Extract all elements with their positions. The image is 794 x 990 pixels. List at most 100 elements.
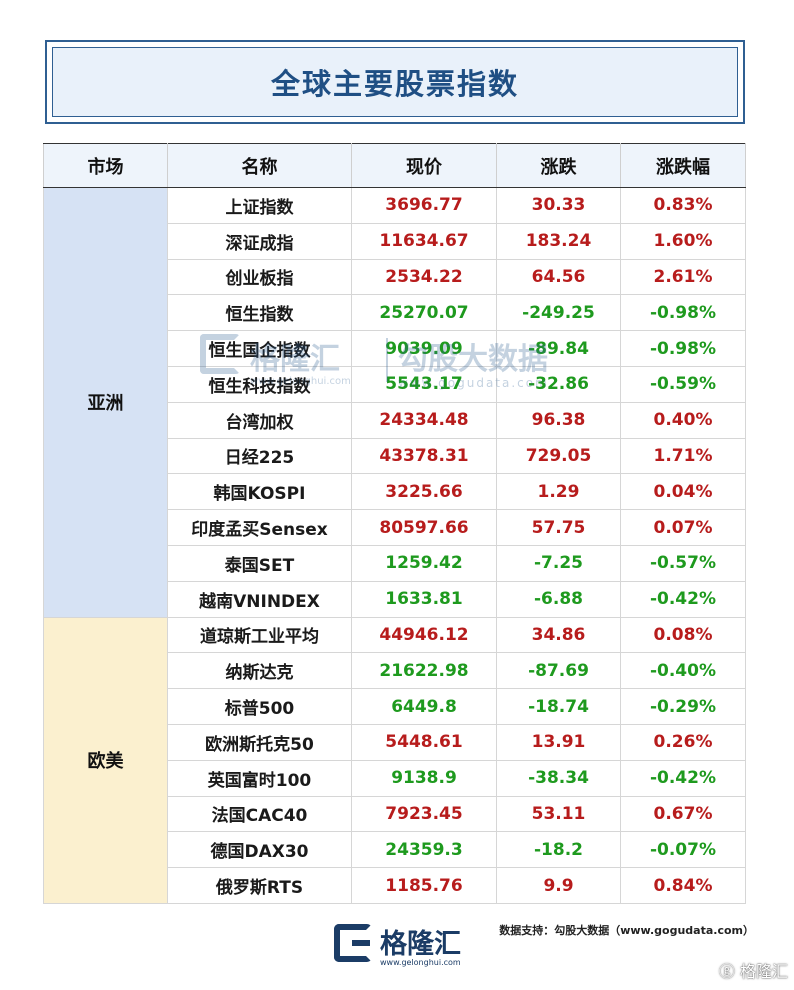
price-cell: 21622.98 xyxy=(351,652,497,690)
source-note: 数据支持：勾股大数据（www.gogudata.com） xyxy=(499,924,754,937)
index-name-cell: 德国DAX30 xyxy=(167,831,352,869)
index-name-cell: 俄罗斯RTS xyxy=(167,867,352,904)
table-row: 纳斯达克 21622.98 -87.69 -0.40% xyxy=(44,652,746,690)
index-name-cell: 日经225 xyxy=(167,437,352,475)
pct-cell: -0.57% xyxy=(620,544,746,582)
index-name-cell: 欧洲斯托克50 xyxy=(167,723,352,761)
pct-cell: 1.60% xyxy=(620,222,746,260)
header-price: 现价 xyxy=(351,143,497,188)
pct-cell: 0.26% xyxy=(620,723,746,761)
region-cell: 欧美 xyxy=(43,616,168,904)
table-row: 恒生国企指数 9039.09 -89.84 -0.98% xyxy=(44,330,746,367)
price-cell: 43378.31 xyxy=(351,437,497,475)
change-cell: 30.33 xyxy=(496,187,621,224)
change-cell: -32.86 xyxy=(496,365,621,403)
index-name-cell: 台湾加权 xyxy=(167,401,352,439)
change-cell: -249.25 xyxy=(496,294,621,332)
table-header-row: 市场 名称 现价 涨跌 涨跌幅 xyxy=(43,143,746,188)
title-frame: 全球主要股票指数 xyxy=(45,40,745,124)
index-name-cell: 恒生国企指数 xyxy=(167,330,352,367)
pct-cell: 0.04% xyxy=(620,473,746,511)
table-row: 泰国SET 1259.42 -7.25 -0.57% xyxy=(44,544,746,582)
table-row: 亚洲 上证指数 3696.77 30.33 0.83% xyxy=(43,187,746,618)
change-cell: -87.69 xyxy=(496,652,621,690)
change-cell: -6.88 xyxy=(496,580,621,618)
footer-logo: 格隆汇 www.gelonghui.com xyxy=(334,920,464,972)
price-cell: 5543.17 xyxy=(351,365,497,403)
price-cell: 80597.66 xyxy=(351,509,497,546)
change-cell: -7.25 xyxy=(496,544,621,582)
table-row: 英国富时100 9138.9 -38.34 -0.42% xyxy=(44,759,746,797)
change-cell: 9.9 xyxy=(496,867,621,904)
pct-cell: -0.07% xyxy=(620,831,746,869)
change-cell: 729.05 xyxy=(496,437,621,475)
index-table: 市场 名称 现价 涨跌 涨跌幅 亚洲 上证指数 3696.77 30.33 0.83% 深… xyxy=(43,143,746,904)
pct-cell: -0.98% xyxy=(620,294,746,332)
pct-cell: 0.84% xyxy=(620,867,746,904)
gelonghui-g-icon xyxy=(334,924,372,962)
index-name-cell: 上证指数 xyxy=(167,187,352,224)
change-cell: -38.34 xyxy=(496,759,621,797)
change-cell: 57.75 xyxy=(496,509,621,546)
price-cell: 7923.45 xyxy=(351,795,497,833)
price-cell: 5448.61 xyxy=(351,723,497,761)
price-cell: 2534.22 xyxy=(351,258,497,296)
index-name-cell: 泰国SET xyxy=(167,544,352,582)
title-panel: 全球主要股票指数 xyxy=(52,47,738,117)
pct-cell: -0.59% xyxy=(620,365,746,403)
price-cell: 25270.07 xyxy=(351,294,497,332)
change-cell: -18.2 xyxy=(496,831,621,869)
corner-watermark: ⓖ 格隆汇 xyxy=(718,962,788,981)
pct-cell: 2.61% xyxy=(620,258,746,296)
pct-cell: -0.98% xyxy=(620,330,746,367)
header-pct: 涨跌幅 xyxy=(620,143,746,188)
table-row: 标普500 6449.8 -18.74 -0.29% xyxy=(44,688,746,725)
footer-logo-name: 格隆汇 xyxy=(380,929,461,960)
index-name-cell: 韩国KOSPI xyxy=(167,473,352,511)
index-name-cell: 道琼斯工业平均 xyxy=(167,616,352,654)
pct-cell: 0.83% xyxy=(620,187,746,224)
table-row: 创业板指 2534.22 64.56 2.61% xyxy=(44,258,746,296)
price-cell: 3225.66 xyxy=(351,473,497,511)
change-cell: 13.91 xyxy=(496,723,621,761)
change-cell: 34.86 xyxy=(496,616,621,654)
table-row: 法国CAC40 7923.45 53.11 0.67% xyxy=(44,795,746,833)
price-cell: 9039.09 xyxy=(351,330,497,367)
index-name-cell: 越南VNINDEX xyxy=(167,580,352,618)
change-cell: 53.11 xyxy=(496,795,621,833)
index-name-cell: 恒生科技指数 xyxy=(167,365,352,403)
price-cell: 3696.77 xyxy=(351,187,497,224)
index-name-cell: 深证成指 xyxy=(167,222,352,260)
price-cell: 1259.42 xyxy=(351,544,497,582)
index-name-cell: 标普500 xyxy=(167,688,352,725)
region-cell: 亚洲 xyxy=(43,187,168,618)
price-cell: 11634.67 xyxy=(351,222,497,260)
price-cell: 9138.9 xyxy=(351,759,497,797)
header-market: 市场 xyxy=(43,143,168,188)
table-row: 欧洲斯托克50 5448.61 13.91 0.26% xyxy=(44,723,746,761)
gelonghui-g-bar xyxy=(352,940,370,946)
table-row: 台湾加权 24334.48 96.38 0.40% xyxy=(44,401,746,439)
table-body: 亚洲 上证指数 3696.77 30.33 0.83% 深证成指 11634.67 183.2… xyxy=(43,187,746,904)
pct-cell: 0.67% xyxy=(620,795,746,833)
table-row: 印度孟买Sensex 80597.66 57.75 0.07% xyxy=(44,509,746,546)
pct-cell: -0.40% xyxy=(620,652,746,690)
table-row: 韩国KOSPI 3225.66 1.29 0.04% xyxy=(44,473,746,511)
table-row: 俄罗斯RTS 1185.76 9.9 0.84% xyxy=(44,867,746,904)
pct-cell: 1.71% xyxy=(620,437,746,475)
table-row: 日经225 43378.31 729.05 1.71% xyxy=(44,437,746,475)
index-name-cell: 印度孟买Sensex xyxy=(167,509,352,546)
page-title: 全球主要股票指数 xyxy=(270,67,519,101)
change-cell: 64.56 xyxy=(496,258,621,296)
price-cell: 6449.8 xyxy=(351,688,497,725)
pct-cell: -0.42% xyxy=(620,759,746,797)
index-name-cell: 恒生指数 xyxy=(167,294,352,332)
pct-cell: -0.29% xyxy=(620,688,746,725)
change-cell: -89.84 xyxy=(496,330,621,367)
price-cell: 1185.76 xyxy=(351,867,497,904)
price-cell: 24359.3 xyxy=(351,831,497,869)
pct-cell: -0.42% xyxy=(620,580,746,618)
table-row: 德国DAX30 24359.3 -18.2 -0.07% xyxy=(44,831,746,869)
price-cell: 1633.81 xyxy=(351,580,497,618)
change-cell: 96.38 xyxy=(496,401,621,439)
